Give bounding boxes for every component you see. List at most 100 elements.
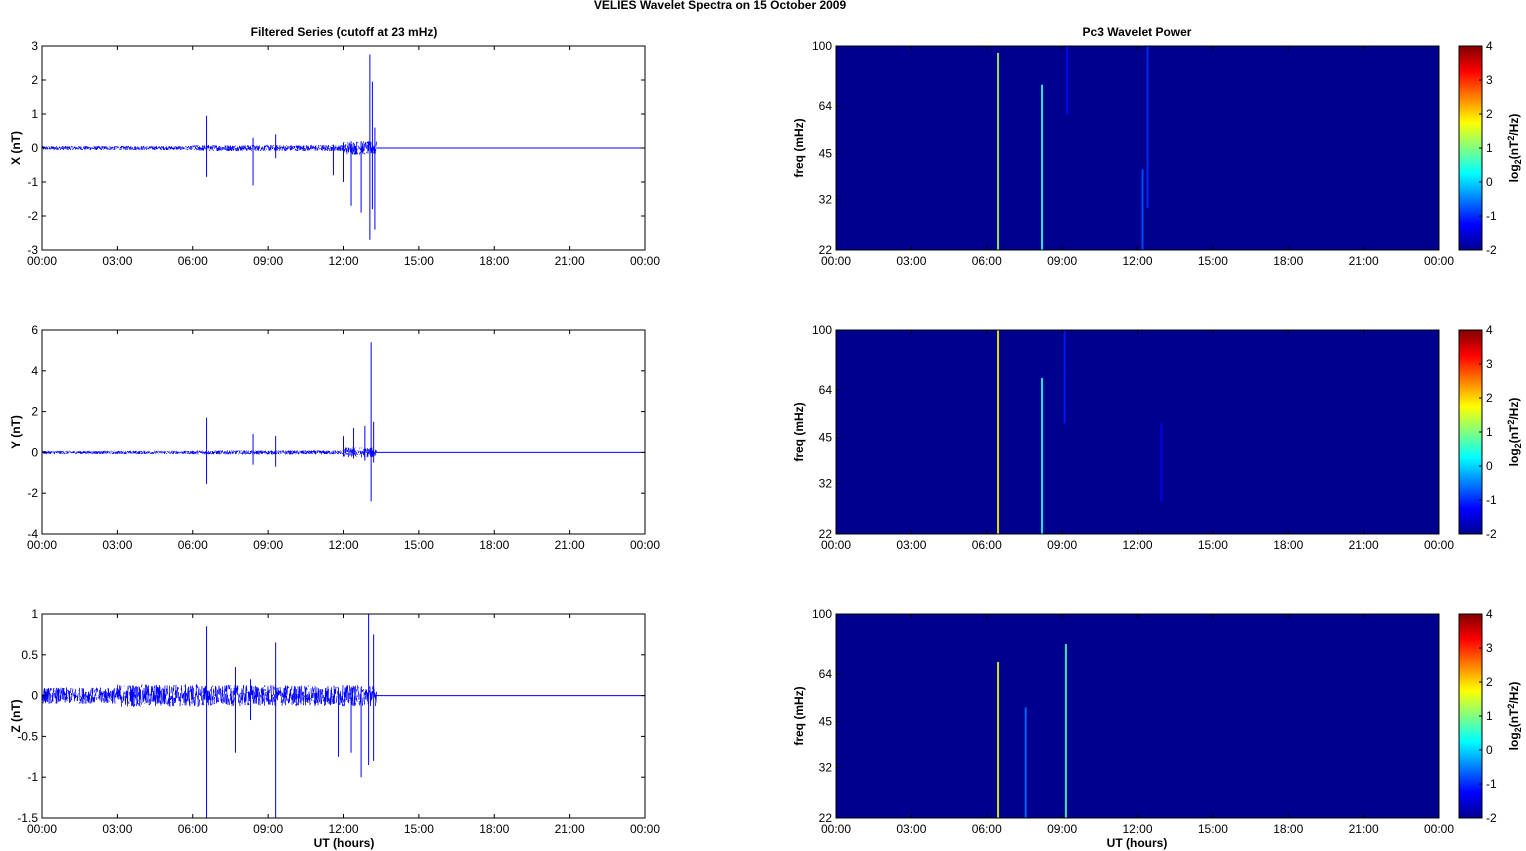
y-tick-label: -3 <box>27 243 38 257</box>
y-axis-label: Z (nT) <box>9 699 23 732</box>
x-tick-label: 00:00 <box>1424 538 1454 552</box>
y-tick-label: -1.5 <box>17 811 38 825</box>
x-tick-label: 06:00 <box>972 538 1002 552</box>
y-tick-label: 22 <box>819 527 833 541</box>
x-tick-label: 15:00 <box>1198 822 1228 836</box>
x-tick-label: 12:00 <box>328 254 358 268</box>
power-streak <box>1041 378 1044 534</box>
colorbar-tick-label: 0 <box>1486 175 1493 189</box>
x-tick-label: 21:00 <box>555 254 585 268</box>
y-axis-label: freq (mHz) <box>792 402 806 461</box>
x-tick-label: 06:00 <box>178 254 208 268</box>
power-streak <box>997 52 1000 250</box>
y-tick-label: -2 <box>27 209 38 223</box>
colorbar-tick-label: -1 <box>1486 777 1497 791</box>
y-tick-label: 32 <box>819 193 833 207</box>
colorbar-tick-label: 2 <box>1486 107 1493 121</box>
figure-title: VELIES Wavelet Spectra on 15 October 200… <box>594 0 847 12</box>
y-tick-label: 64 <box>819 99 833 113</box>
x-tick-label: 09:00 <box>253 822 283 836</box>
y-tick-label: -0.5 <box>17 729 38 743</box>
x-tick-label: 12:00 <box>328 538 358 552</box>
colorbar-tick-label: 2 <box>1486 391 1493 405</box>
x-tick-label: 00:00 <box>1424 822 1454 836</box>
x-tick-label: 06:00 <box>178 538 208 552</box>
x-tick-label: 09:00 <box>253 538 283 552</box>
x-tick-label: 03:00 <box>102 254 132 268</box>
y-tick-label: 32 <box>819 477 833 491</box>
colorbar-tick-label: -1 <box>1486 209 1497 223</box>
colorbar <box>1458 329 1483 535</box>
panel-series-y: 6 4 2 0 -2 -4 Y (nT) 00:00 03:00 06:00 09:00 12:00 1… <box>9 323 660 552</box>
x-tick-label: 00:00 <box>630 822 660 836</box>
x-tick-label: 15:00 <box>1198 538 1228 552</box>
x-tick-label: 09:00 <box>1047 538 1077 552</box>
power-streak <box>1024 707 1027 818</box>
colorbar-tick-label: 0 <box>1486 459 1493 473</box>
x-tick-label: 21:00 <box>555 822 585 836</box>
colorbar-tick-label: 3 <box>1486 73 1493 87</box>
x-tick-label: 03:00 <box>102 822 132 836</box>
x-tick-label: 15:00 <box>404 822 434 836</box>
y-tick-label: -1 <box>27 770 38 784</box>
x-tick-label: 09:00 <box>1047 822 1077 836</box>
colorbar <box>1458 45 1483 251</box>
power-streak <box>1063 330 1066 424</box>
y-tick-label: 100 <box>812 323 832 337</box>
x-tick-label: 18:00 <box>479 538 509 552</box>
x-tick-label: 09:00 <box>1047 254 1077 268</box>
colorbar-tick-label: -2 <box>1486 243 1497 257</box>
x-tick-label: 06:00 <box>972 822 1002 836</box>
y-tick-label: 45 <box>819 715 833 729</box>
colorbar-tick-label: 1 <box>1486 425 1493 439</box>
y-axis-label: freq (mHz) <box>792 686 806 745</box>
y-tick-label: 22 <box>819 243 833 257</box>
x-tick-label: 18:00 <box>479 822 509 836</box>
y-tick-label: 2 <box>31 73 38 87</box>
colorbar-tick-label: -2 <box>1486 811 1497 825</box>
x-tick-label: 21:00 <box>1349 254 1379 268</box>
power-background <box>836 46 1439 250</box>
x-tick-label: 21:00 <box>1349 822 1379 836</box>
x-tick-label: 09:00 <box>253 254 283 268</box>
colorbar-tick-label: 1 <box>1486 141 1493 155</box>
x-tick-label: 03:00 <box>896 254 926 268</box>
x-tick-label: 12:00 <box>328 822 358 836</box>
x-tick-label: 18:00 <box>1273 254 1303 268</box>
x-tick-label: 03:00 <box>896 538 926 552</box>
y-tick-label: 6 <box>31 323 38 337</box>
y-axis-label: Y (nT) <box>9 415 23 449</box>
colorbar-label: log2(nT2/Hz) <box>1506 114 1523 183</box>
colorbar-label: log2(nT2/Hz) <box>1506 398 1523 467</box>
x-tick-label: 03:00 <box>102 538 132 552</box>
x-tick-label: 15:00 <box>1198 254 1228 268</box>
x-tick-label: 00:00 <box>27 254 57 268</box>
power-streak <box>997 662 1000 818</box>
x-tick-label: 21:00 <box>555 538 585 552</box>
x-tick-label: 00:00 <box>821 254 851 268</box>
y-axis-label: freq (mHz) <box>792 118 806 177</box>
right-xlabel: UT (hours) <box>1107 836 1168 850</box>
left-column-title: Filtered Series (cutoff at 23 mHz) <box>251 25 438 39</box>
y-tick-label: 100 <box>812 607 832 621</box>
x-tick-label: 15:00 <box>404 254 434 268</box>
y-tick-label: 22 <box>819 811 833 825</box>
panel-power-y: 100 64 45 32 22 freq (mHz) 00:00 03:00 06:00 09:0… <box>792 323 1523 552</box>
x-tick-label: 00:00 <box>27 538 57 552</box>
y-tick-label: 0 <box>31 445 38 459</box>
x-tick-label: 18:00 <box>479 254 509 268</box>
x-tick-label: 00:00 <box>1424 254 1454 268</box>
y-tick-label: 4 <box>31 364 38 378</box>
y-tick-label: 64 <box>819 383 833 397</box>
y-tick-label: 100 <box>812 39 832 53</box>
colorbar-tick-label: 0 <box>1486 743 1493 757</box>
x-tick-label: 00:00 <box>630 254 660 268</box>
power-streak <box>997 330 1000 534</box>
colorbar-tick-label: 4 <box>1486 323 1493 337</box>
x-tick-label: 18:00 <box>1273 538 1303 552</box>
x-tick-label: 12:00 <box>1122 822 1152 836</box>
y-tick-label: 0.5 <box>21 648 38 662</box>
x-tick-label: 00:00 <box>27 822 57 836</box>
y-tick-label: 45 <box>819 431 833 445</box>
power-streak <box>1141 169 1144 250</box>
